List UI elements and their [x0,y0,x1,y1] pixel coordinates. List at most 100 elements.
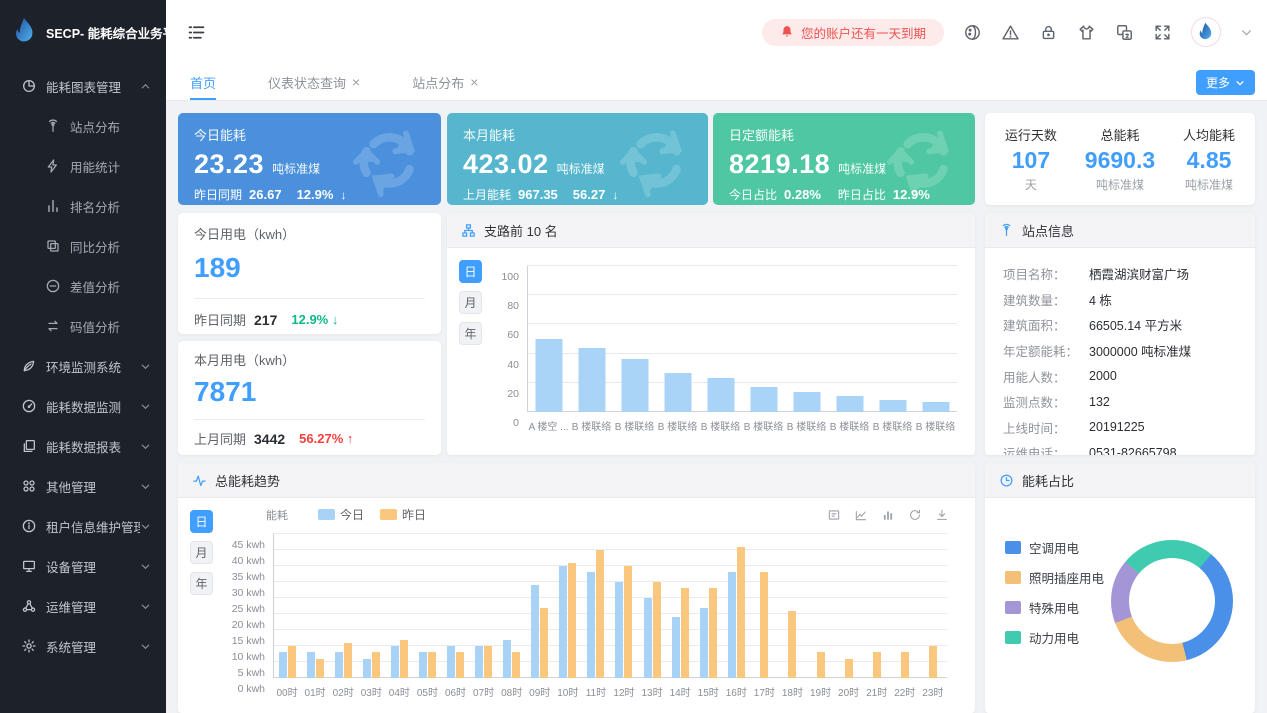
leaf-icon [20,358,37,375]
notice-text: 您的账户还有一天到期 [800,26,926,41]
linechart-icon[interactable] [854,508,868,522]
toggle-月[interactable]: 月 [459,291,482,314]
recycle-icon [612,119,698,205]
toggle-年[interactable]: 年 [459,322,482,345]
close-icon[interactable]: × [352,74,361,90]
usage-value: 189 [194,252,241,283]
stat-label: 总能耗 [1100,128,1140,143]
sidebar-item-chart-pie[interactable]: 能耗图表管理 [0,66,166,106]
toggle-日[interactable]: 日 [459,260,482,283]
kpi-unit: 吨标准煤 [272,162,321,176]
bar-今日 [727,572,736,678]
pie-legend-item-照明插座用电[interactable]: 照明插座用电 [1005,568,1104,587]
bar-group: 09时 [526,534,554,699]
sidebar-subitem-ranking[interactable]: 排名分析 [0,186,166,226]
bar-group: 16时 [722,534,750,699]
sidebar-item-leaf[interactable]: 环境监测系统 [0,346,166,386]
sidebar-subitem-antenna[interactable]: 站点分布 [0,106,166,146]
collapse-menu-icon[interactable] [186,22,207,43]
x-tick-label: B 楼联络 [829,422,870,433]
bar-group: 00时 [273,534,301,699]
sidebar-subitem-minus-circle[interactable]: 差值分析 [0,266,166,306]
site-row-value: 66505.14 平方米 [1089,319,1183,334]
pie-legend-item-特殊用电[interactable]: 特殊用电 [1005,598,1104,617]
legend-item-今日[interactable]: 今日 [318,506,364,523]
sidebar-item-label: 码值分析 [70,320,121,335]
gauge-icon [20,398,37,415]
bar-pair [554,534,582,678]
sidebar-item-gauge[interactable]: 能耗数据监测 [0,386,166,426]
sidebar-item-grid[interactable]: 其他管理 [0,466,166,506]
gear-icon [20,638,37,655]
clock-pie-icon [1000,474,1013,486]
usage-today-card: 今日用电（kwh） 189 昨日同期 217 12.9% ↓ [178,213,441,334]
avatar[interactable] [1191,17,1221,47]
legend-swatch [380,509,398,520]
toggle-日[interactable]: 日 [190,510,213,533]
donut-hole [1129,558,1215,644]
more-button[interactable]: 更多 [1195,70,1255,95]
warning-icon[interactable] [1001,23,1020,42]
sidebar-item-label: 差值分析 [70,280,121,295]
tab-仪表状态查询[interactable]: 仪表状态查询 × [268,64,360,100]
kpi-sub-value: 0.28% [784,187,821,202]
sidebar-subitem-squares[interactable]: 同比分析 [0,226,166,266]
tab-首页[interactable]: 首页 [190,64,217,100]
sidebar-item-gear[interactable]: 系统管理 [0,626,166,666]
shirt-icon[interactable] [1077,23,1096,42]
barchart-icon[interactable] [881,508,895,522]
bar [578,347,605,412]
site-row-label: 年定额能耗： [1003,345,1079,360]
bar-slots: A 楼空 ... B 楼联络 B 楼联络 B 楼联络 B 楼联络 B 楼联络 B 楼联络 B … [527,266,957,433]
kpi-title: 今日能耗 [194,128,247,143]
bar-pair [329,534,357,678]
x-tick-label: 21时 [866,688,888,699]
dataview-icon[interactable] [827,508,841,522]
gridline: 45 kwh [232,533,947,551]
chevron-down-icon [140,520,152,532]
bar-今日 [362,658,371,678]
download-icon[interactable] [935,508,949,522]
y-tick-label: 10 kwh [231,651,265,663]
axis-name: 能耗 [266,509,288,522]
pie-legend-item-动力用电[interactable]: 动力用电 [1005,628,1104,647]
account-expiry-notice[interactable]: 您的账户还有一天到期 [761,18,944,46]
sidebar-item-device[interactable]: 设备管理 [0,546,166,586]
chart-pie-icon [20,78,37,95]
gridline: 35 kwh [232,565,947,583]
close-icon[interactable]: × [470,74,479,90]
bar-昨日 [287,646,296,678]
fullscreen-icon[interactable] [1153,23,1172,42]
gridline: 100 [501,265,957,283]
gridline: 25 kwh [232,597,947,615]
x-tick-label: 10时 [557,688,579,699]
sidebar-item-label: 能耗数据报表 [46,440,122,455]
refresh-icon[interactable] [908,508,922,522]
lock-icon[interactable] [1039,23,1058,42]
toggle-月[interactable]: 月 [190,541,213,564]
pie-legend-item-空调用电[interactable]: 空调用电 [1005,538,1104,557]
usage-sub-value: 3442 [254,430,286,447]
kpi-unit: 吨标准煤 [556,162,605,176]
sidebar-item-label: 设备管理 [46,560,97,575]
sidebar-item-label: 其他管理 [46,480,97,495]
sidebar-item-ops[interactable]: 运维管理 [0,586,166,626]
logo-row: SECP- 能耗综合业务平台 [0,0,166,64]
sidebar-item-info[interactable]: 租户信息维护管理 [0,506,166,546]
minus-circle-icon [44,278,61,295]
site-info-panel: 站点信息 项目名称： 栖霞湖滨财富广场 建筑数量： 4 栋建筑面积： 66505.14 … [985,213,1255,455]
kpi-pct: 12.9% [296,187,334,202]
locale-icon[interactable] [1115,23,1134,42]
sidebar-subitem-bolt[interactable]: 用能统计 [0,146,166,186]
sidebar-item-report[interactable]: 能耗数据报表 [0,426,166,466]
theme-icon[interactable] [963,23,982,42]
bar-slot: B 楼联络 [871,266,914,433]
bar [879,400,906,412]
more-button-label: 更多 [1205,76,1230,90]
toggle-年[interactable]: 年 [190,572,213,595]
legend-item-昨日[interactable]: 昨日 [380,506,426,523]
sidebar-subitem-swap[interactable]: 码值分析 [0,306,166,346]
chevron-down-icon[interactable] [1240,26,1253,39]
tab-站点分布[interactable]: 站点分布 × [412,64,478,100]
grid-icon [20,478,37,495]
